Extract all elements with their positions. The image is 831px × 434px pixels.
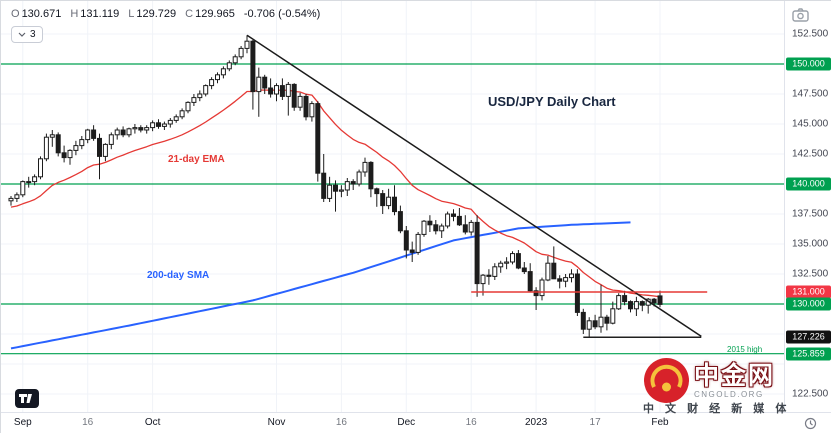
price-tick: 135.000 — [792, 239, 828, 250]
time-tick-16: 16 — [82, 417, 93, 428]
indicators-count: 3 — [30, 29, 36, 40]
cngold-watermark: 中金网 CNGOLD.ORG 中 文 财 经 新 媒 体 — [643, 357, 793, 416]
clock-icon[interactable] — [804, 417, 817, 430]
indicators-toggle[interactable]: 3 — [11, 26, 43, 43]
price-badge-127.226: 127.226 — [786, 331, 831, 344]
price-badge-130.000: 130.000 — [786, 298, 831, 311]
watermark-site: CNGOLD.ORG — [694, 390, 775, 399]
price-tick: 122.500 — [792, 389, 828, 400]
high-2015-label: 2015 high — [727, 345, 762, 354]
camera-icon[interactable] — [792, 8, 809, 22]
price-badge-150.000: 150.000 — [786, 58, 831, 71]
watermark-brand: 中金网 — [694, 363, 775, 389]
price-tick: 142.500 — [792, 149, 828, 160]
tradingview-logo[interactable] — [15, 389, 39, 408]
time-tick-Feb: Feb — [651, 417, 668, 428]
price-axis[interactable]: 152.500 147.500 145.000 142.500 137.500 135.0… — [784, 1, 831, 412]
chevron-down-icon — [18, 32, 26, 37]
time-tick-2023: 2023 — [525, 417, 547, 428]
price-tick: 137.500 — [792, 209, 828, 220]
watermark-tagline: 中 文 财 经 新 媒 体 — [643, 400, 793, 416]
sma-label: 200-day SMA — [147, 270, 209, 281]
price-tick: 152.500 — [792, 29, 828, 40]
ema-label: 21-day EMA — [168, 154, 225, 165]
candlestick-chart-svg — [1, 1, 784, 412]
page-title: USD/JPY Daily Chart — [488, 94, 616, 109]
time-tick-17: 17 — [590, 417, 601, 428]
time-tick-16: 16 — [466, 417, 477, 428]
time-tick-Dec: Dec — [397, 417, 415, 428]
price-tick: 147.500 — [792, 89, 828, 100]
cngold-logo-icon — [643, 357, 690, 404]
change-value: -0.706 (-0.54%) — [244, 8, 320, 20]
time-tick-Oct: Oct — [145, 417, 161, 428]
sma-200-line — [11, 222, 631, 348]
descending-trendline — [247, 35, 701, 336]
price-tick: 145.000 — [792, 119, 828, 130]
price-badge-140.000: 140.000 — [786, 178, 831, 191]
time-tick-16: 16 — [336, 417, 347, 428]
time-tick-Nov: Nov — [268, 417, 286, 428]
price-tick: 132.500 — [792, 269, 828, 280]
time-tick-Sep: Sep — [14, 417, 32, 428]
